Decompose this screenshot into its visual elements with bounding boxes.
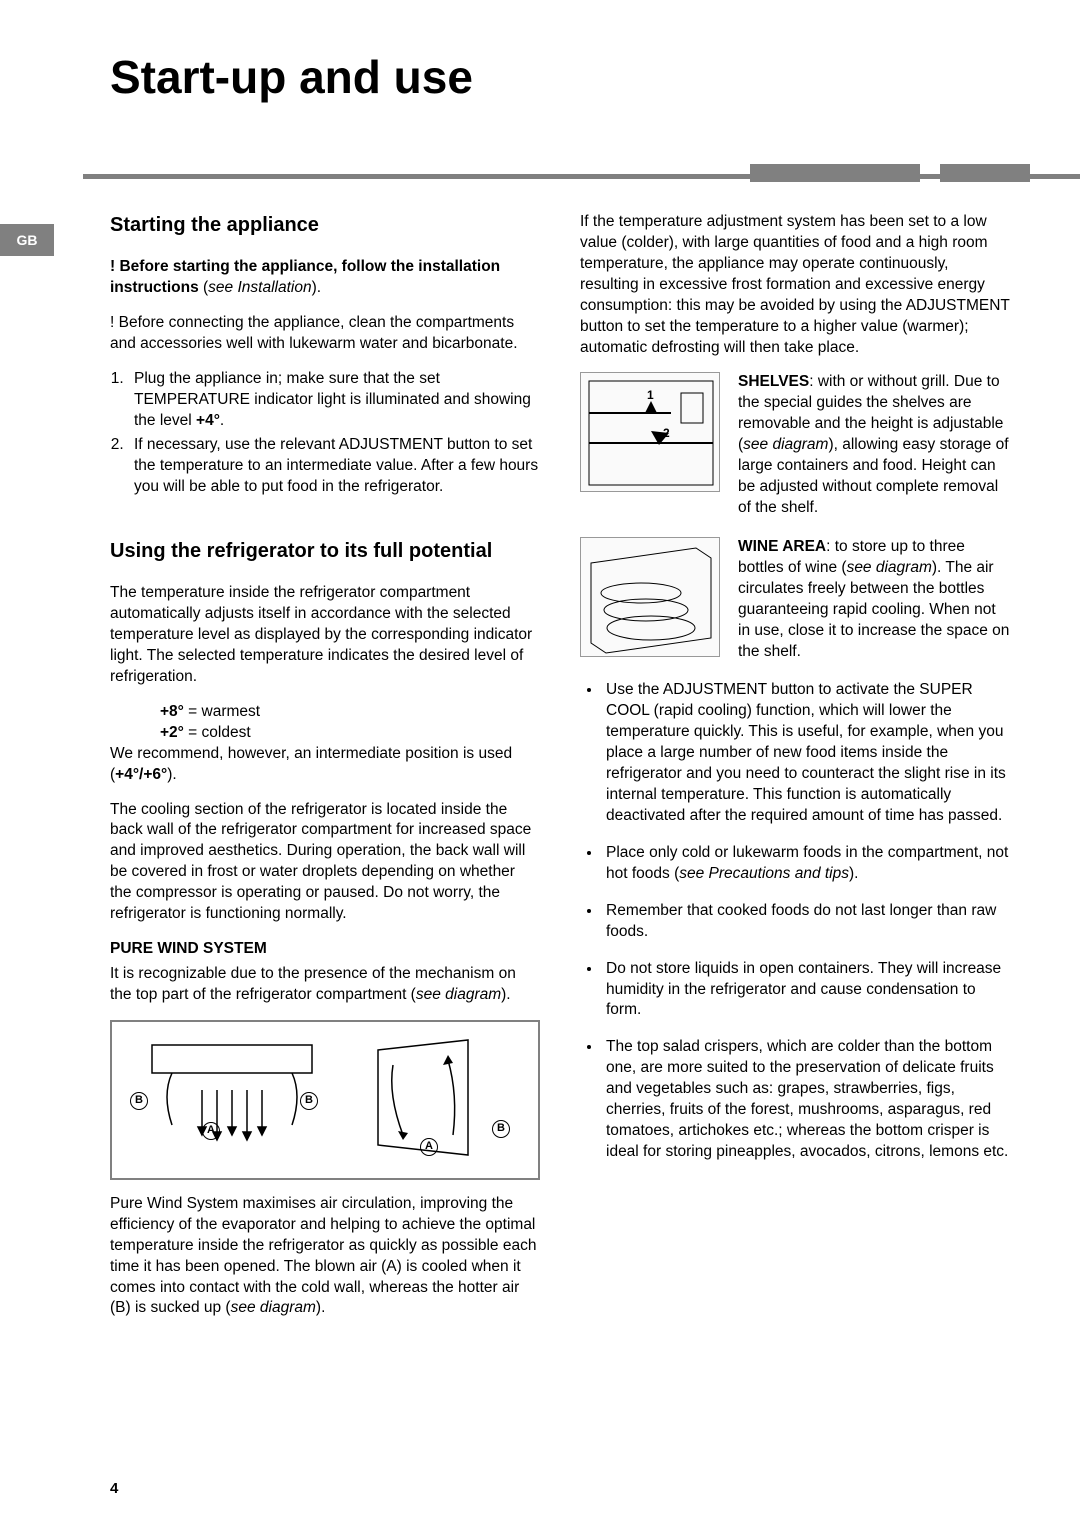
heading-pure-wind: PURE WIND SYSTEM: [110, 939, 540, 960]
text: see diagram: [416, 986, 501, 1003]
shelves-feature: 1 2 SHELVES: with or without grill. Due …: [580, 372, 1010, 518]
content-columns: Starting the appliance ! Before starting…: [110, 212, 1010, 1333]
shelves-diagram: 1 2: [580, 372, 720, 492]
pure-wind-diagram: B B A A B: [110, 1020, 540, 1180]
text: +4°: [196, 412, 220, 429]
label-b: B: [130, 1092, 148, 1110]
text: ).: [316, 1299, 325, 1316]
list-item: Plug the appliance in; make sure that th…: [128, 369, 540, 432]
text: see Precautions and tips: [679, 865, 849, 882]
temp-coldest: +2° = coldest: [160, 723, 540, 744]
header-divider: [0, 164, 1080, 182]
language-tab: GB: [0, 224, 54, 256]
list-item: Do not store liquids in open containers.…: [602, 959, 1010, 1022]
para-clean: ! Before connecting the appliance, clean…: [110, 313, 540, 355]
para-cooling-section: The cooling section of the refrigerator …: [110, 800, 540, 926]
page-title: Start-up and use: [110, 50, 1010, 104]
para-pure-wind-desc: Pure Wind System maximises air circulati…: [110, 1194, 540, 1320]
label-a: A: [420, 1138, 438, 1156]
list-item: If necessary, use the relevant ADJUSTMEN…: [128, 435, 540, 498]
tips-list: Use the ADJUSTMENT button to activate th…: [602, 680, 1010, 1162]
text: Plug the appliance in; make sure that th…: [134, 370, 531, 429]
para-temp-auto: The temperature inside the refrigerator …: [110, 583, 540, 688]
list-item: Place only cold or lukewarm foods in the…: [602, 843, 1010, 885]
svg-text:1: 1: [647, 388, 654, 402]
heading-starting: Starting the appliance: [110, 212, 540, 239]
text: +8°: [160, 703, 184, 720]
left-column: Starting the appliance ! Before starting…: [110, 212, 540, 1333]
text: see diagram: [743, 436, 828, 453]
label-b: B: [300, 1092, 318, 1110]
para-pure-wind-intro: It is recognizable due to the presence o…: [110, 964, 540, 1006]
svg-text:2: 2: [663, 426, 670, 440]
temp-warmest: +8° = warmest: [160, 702, 540, 723]
label-a: A: [202, 1122, 220, 1140]
page-number: 4: [110, 1480, 118, 1497]
text: see Installation: [208, 279, 311, 296]
text: SHELVES: [738, 373, 809, 390]
para-temp-adjust: If the temperature adjustment system has…: [580, 212, 1010, 358]
list-item: Use the ADJUSTMENT button to activate th…: [602, 680, 1010, 826]
wine-diagram: [580, 537, 720, 657]
diagram-front-icon: [142, 1035, 322, 1165]
list-item: The top salad crispers, which are colder…: [602, 1037, 1010, 1163]
text: WINE AREA: [738, 538, 826, 555]
text: +4°/+6°: [115, 766, 167, 783]
para-before-start: ! Before starting the appliance, follow …: [110, 257, 540, 299]
text: = coldest: [184, 724, 251, 741]
text: ).: [501, 986, 510, 1003]
list-item: Remember that cooked foods do not last l…: [602, 901, 1010, 943]
para-recommend: We recommend, however, an intermediate p…: [110, 744, 540, 786]
text: see diagram: [231, 1299, 316, 1316]
wine-text: WINE AREA: to store up to three bottles …: [738, 537, 1010, 663]
text: = warmest: [184, 703, 260, 720]
shelves-text: SHELVES: with or without grill. Due to t…: [738, 372, 1010, 518]
text: ).: [167, 766, 176, 783]
wine-feature: WINE AREA: to store up to three bottles …: [580, 537, 1010, 663]
text: ).: [849, 865, 858, 882]
text: +2°: [160, 724, 184, 741]
right-column: If the temperature adjustment system has…: [580, 212, 1010, 1333]
label-b: B: [492, 1120, 510, 1138]
text: see diagram: [847, 559, 932, 576]
heading-using: Using the refrigerator to its full poten…: [110, 538, 540, 565]
startup-steps: Plug the appliance in; make sure that th…: [128, 369, 540, 499]
